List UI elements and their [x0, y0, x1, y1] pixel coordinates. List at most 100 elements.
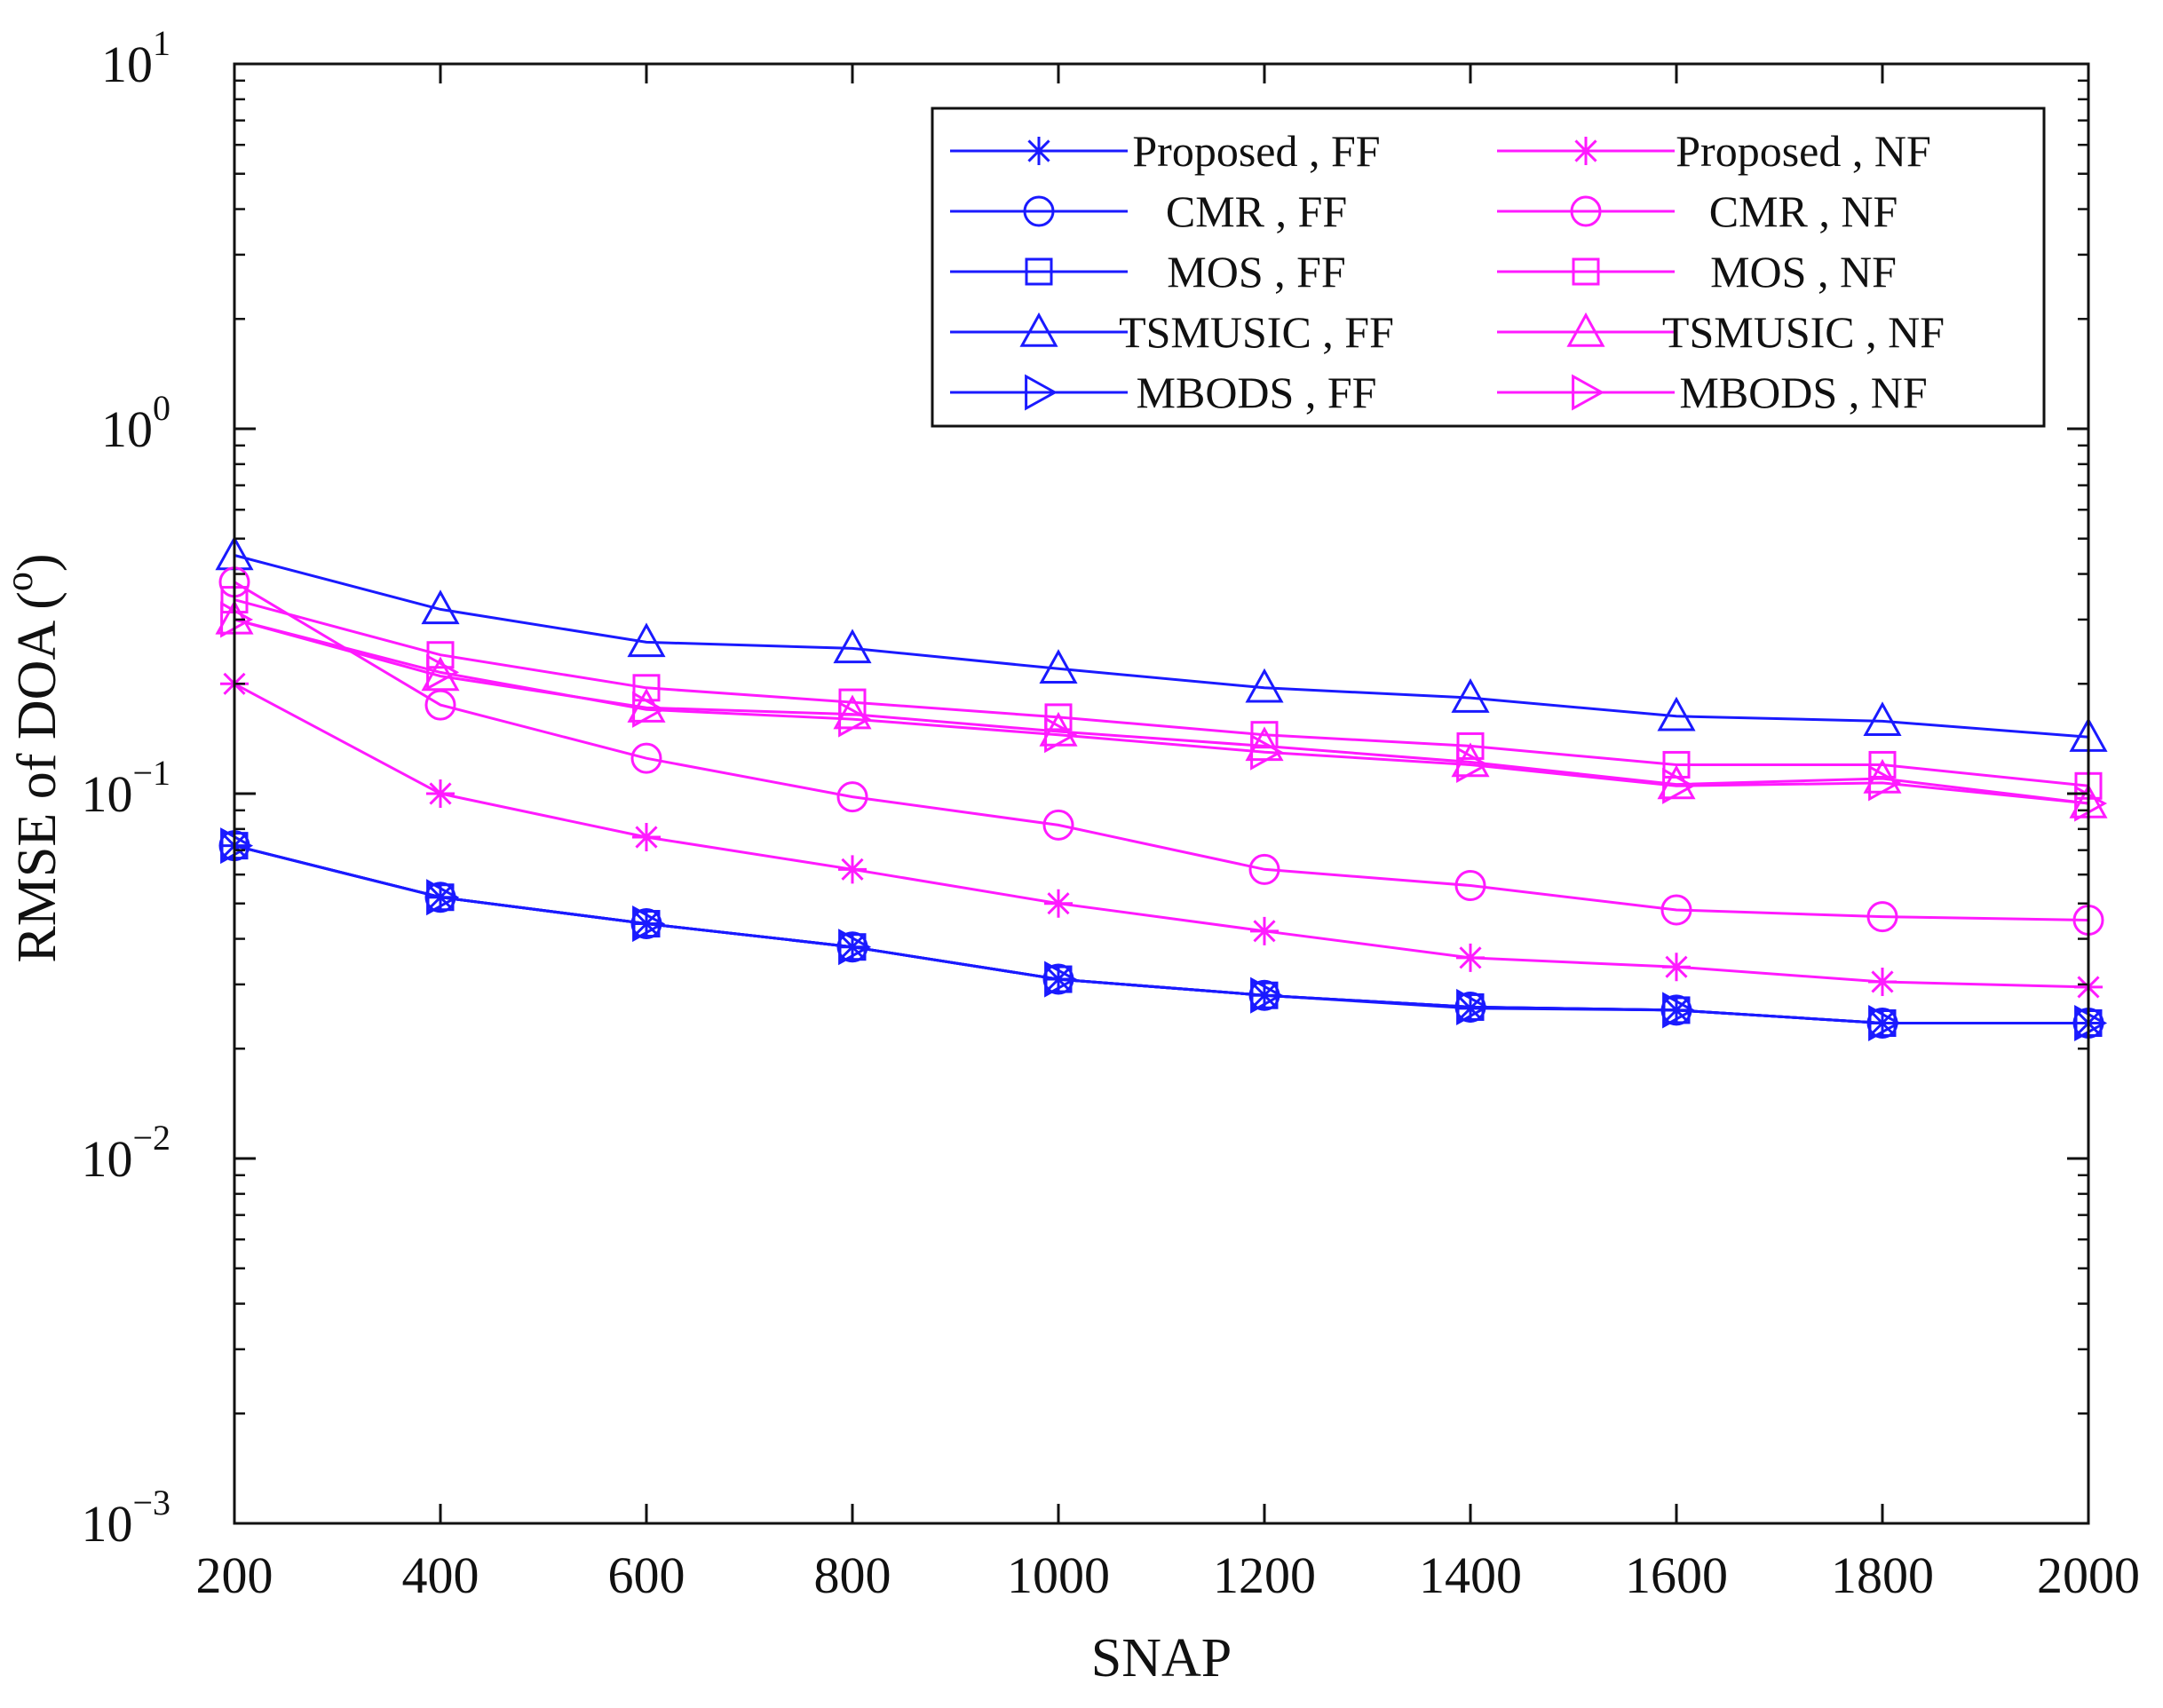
- data-point-mos-nf-1: [426, 641, 455, 669]
- legend-entry-tsmusic-nf: TSMUSIC , NF: [1497, 307, 1945, 357]
- series-line-proposed-nf: [234, 682, 2089, 989]
- data-point-proposed-nf-4: [1044, 889, 1073, 918]
- data-point-mbods-nf-4: [1044, 716, 1078, 754]
- data-point-cmr-nf-8: [1866, 901, 1898, 933]
- data-point-mbods-nf-9: [2074, 785, 2108, 822]
- data-point-tsmusic-ff-4: [1039, 649, 1078, 684]
- data-point-tsmusic-ff-7: [1657, 696, 1696, 731]
- x-tick-label: 400: [402, 1546, 479, 1604]
- legend-label: CMR , FF: [1166, 186, 1347, 236]
- data-point-mbods-ff-4: [1044, 961, 1078, 998]
- data-point-proposed-nf-1: [426, 779, 455, 808]
- data-point-cmr-nf-4: [1042, 809, 1074, 841]
- data-point-mbods-nf-5: [1250, 733, 1284, 771]
- data-point-mbods-nf-7: [1662, 767, 1696, 804]
- legend-label: MOS , NF: [1710, 247, 1897, 297]
- data-point-tsmusic-ff-2: [627, 622, 666, 658]
- data-point-tsmusic-ff-3: [833, 629, 872, 664]
- legend-marker: [1025, 257, 1053, 286]
- data-point-cmr-nf-6: [1454, 869, 1486, 901]
- data-point-mos-nf-6: [1456, 731, 1485, 760]
- legend-entry-mbods-nf: MBODS , NF: [1497, 368, 1928, 417]
- data-point-proposed-nf-3: [838, 855, 867, 884]
- legend-marker: [1023, 195, 1055, 227]
- series-layer: [215, 535, 2108, 1042]
- data-point-tsmusic-ff-8: [1863, 701, 1902, 737]
- data-point-mbods-nf-0: [220, 601, 254, 638]
- data-point-mbods-ff-9: [2074, 1004, 2108, 1042]
- data-point-cmr-nf-7: [1660, 894, 1692, 926]
- legend-entry-tsmusic-ff: TSMUSIC , FF: [950, 307, 1394, 357]
- data-point-mbods-ff-6: [1456, 988, 1490, 1025]
- data-point-cmr-nf-3: [836, 781, 868, 813]
- legend-label: MBODS , FF: [1137, 368, 1377, 417]
- x-tick-label: 600: [608, 1546, 685, 1604]
- axes-layer: 200 400 600 800 1000 1200 1400 1600 1800 2000 101 1…: [81, 23, 2140, 1604]
- legend-marker: [1025, 374, 1058, 411]
- legend-marker: [1566, 312, 1605, 347]
- series-mbods-ff: [220, 827, 2108, 1042]
- series-mbods-nf: [220, 601, 2108, 822]
- x-tick-label: 800: [814, 1546, 891, 1604]
- legend-marker: [1572, 257, 1600, 286]
- legend-marker: [1572, 374, 1605, 411]
- legend-label: Proposed , FF: [1132, 126, 1380, 176]
- data-point-mbods-nf-8: [1868, 764, 1902, 802]
- x-tick-label: 1600: [1625, 1546, 1728, 1604]
- legend-entry-mos-nf: MOS , NF: [1497, 247, 1897, 297]
- data-point-mbods-nf-2: [632, 691, 666, 728]
- data-point-tsmusic-ff-5: [1245, 668, 1284, 703]
- legend-label: TSMUSIC , FF: [1119, 307, 1394, 357]
- data-point-proposed-nf-5: [1250, 916, 1279, 945]
- data-point-cmr-nf-5: [1248, 853, 1280, 885]
- legend-marker: [1025, 137, 1053, 165]
- data-point-mbods-ff-2: [632, 905, 666, 943]
- legend-label: Proposed , NF: [1676, 126, 1931, 176]
- legend-label: MBODS , NF: [1679, 368, 1927, 417]
- data-point-mbods-nf-3: [838, 700, 872, 738]
- legend-label: MOS , FF: [1167, 247, 1346, 297]
- data-point-mbods-ff-8: [1868, 1004, 1902, 1042]
- data-point-mbods-ff-3: [838, 929, 872, 966]
- legend-box: [931, 107, 2046, 428]
- legend-marker: [1019, 312, 1058, 347]
- data-point-proposed-nf-8: [1868, 967, 1897, 996]
- y-tick-label: 10−2: [81, 1118, 170, 1188]
- data-point-tsmusic-ff-6: [1451, 678, 1490, 713]
- y-axis-label: RMSE of DOA (o): [0, 553, 67, 962]
- series-line-mbods-ff: [234, 844, 2088, 1024]
- x-tick-label: 1400: [1419, 1546, 1522, 1604]
- legend-entry-proposed-ff: Proposed , FF: [950, 126, 1381, 176]
- legend-entry-proposed-nf: Proposed , NF: [1497, 126, 1931, 176]
- data-point-tsmusic-ff-1: [421, 589, 460, 625]
- data-point-cmr-nf-2: [630, 742, 662, 774]
- data-point-mbods-nf-6: [1456, 746, 1490, 784]
- legend-entry-mos-ff: MOS , FF: [950, 247, 1346, 297]
- legend-entry-cmr-ff: CMR , FF: [950, 186, 1347, 236]
- series-line-mbods-nf: [234, 618, 2089, 805]
- x-tick-label: 1800: [1831, 1546, 1934, 1604]
- y-axis-label-text: RMSE of DOA (o): [0, 553, 67, 962]
- x-tick-label: 1200: [1213, 1546, 1316, 1604]
- series-line-mos-nf: [234, 598, 2089, 787]
- legend-marker: [1570, 195, 1602, 227]
- legend-entry-cmr-nf: CMR , NF: [1497, 186, 1898, 236]
- legend: Proposed , FF CMR , FF MOS , FF TSMUSIC , F…: [931, 107, 2046, 428]
- x-tick-label: 200: [196, 1546, 273, 1604]
- series-line-tsmusic-ff: [234, 554, 2089, 739]
- x-axis-label: SNAP: [1091, 1628, 1232, 1688]
- data-point-mbods-ff-5: [1250, 977, 1284, 1014]
- series-line-cmr-nf: [234, 581, 2089, 921]
- data-point-mbods-ff-7: [1662, 992, 1696, 1029]
- data-point-proposed-nf-6: [1456, 943, 1485, 972]
- data-point-mbods-ff-0: [220, 827, 254, 865]
- y-tick-label: 10−1: [81, 753, 170, 823]
- x-tick-label: 1000: [1007, 1546, 1110, 1604]
- legend-label: CMR , NF: [1709, 186, 1898, 236]
- y-tick-label: 101: [101, 23, 170, 93]
- x-tick-label: 2000: [2037, 1546, 2140, 1604]
- y-tick-label: 10−3: [81, 1483, 170, 1553]
- data-point-proposed-nf-7: [1662, 953, 1691, 982]
